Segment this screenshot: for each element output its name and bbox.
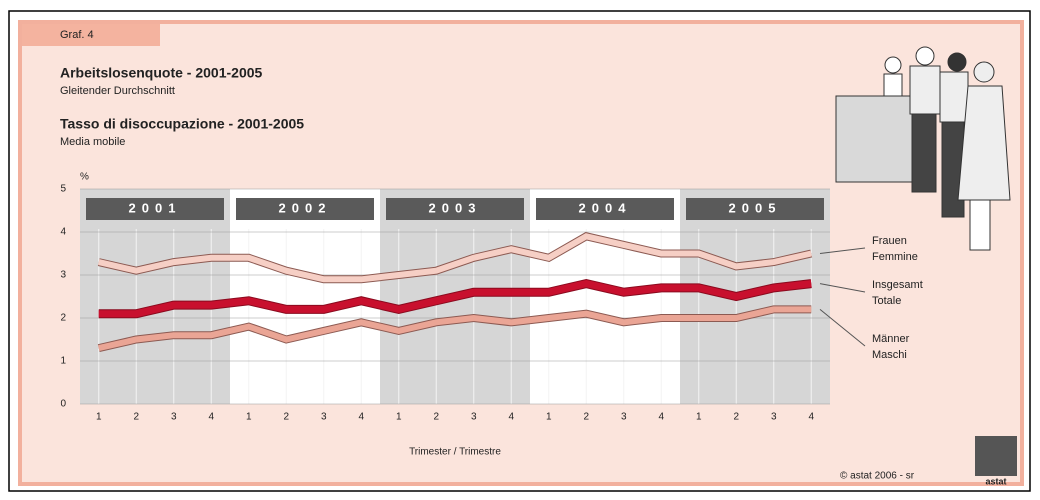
- title: Arbeitslosenquote - 2001-2005: [60, 65, 263, 81]
- x-tick-label: 4: [208, 412, 214, 423]
- x-tick-label: 1: [246, 412, 252, 423]
- legend-connector: [819, 247, 866, 254]
- year-box: [86, 198, 224, 220]
- year-label: 2005: [729, 200, 782, 215]
- legend-label-it: Maschi: [872, 349, 907, 361]
- x-tick-label: 4: [508, 412, 514, 423]
- y-tick-label: 2: [60, 313, 66, 324]
- legend-label-it: Femmine: [872, 251, 918, 263]
- x-tick-label: 3: [171, 412, 177, 423]
- legend-label: Insgesamt: [872, 279, 923, 291]
- x-tick-label: 1: [696, 412, 702, 423]
- year-box: [686, 198, 824, 220]
- y-tick-label: 3: [60, 270, 66, 281]
- subtitle: Gleitender Durchschnitt: [60, 85, 175, 97]
- x-tick-label: 1: [96, 412, 102, 423]
- year-box: [236, 198, 374, 220]
- title-it: Tasso di disoccupazione - 2001-2005: [60, 116, 304, 132]
- legend-label: Männer: [872, 333, 910, 345]
- x-tick-label: 1: [396, 412, 402, 423]
- year-box: [536, 198, 674, 220]
- y-tick-label: 0: [60, 399, 66, 410]
- year-label: 2004: [579, 200, 632, 215]
- x-tick-label: 3: [321, 412, 327, 423]
- year-band: [80, 189, 230, 404]
- illustration: [835, 46, 1011, 251]
- x-tick-label: 2: [283, 412, 289, 423]
- x-tick-label: 1: [546, 412, 552, 423]
- logo-mark: [975, 436, 1017, 476]
- x-tick-label: 4: [808, 412, 814, 423]
- year-box: [386, 198, 524, 220]
- series-line: [98, 280, 812, 318]
- x-tick-label: 2: [583, 412, 589, 423]
- x-tick-label: 3: [771, 412, 777, 423]
- legend-connector: [819, 283, 866, 293]
- legend-connector: [819, 309, 866, 347]
- credit: © astat 2006 - sr: [840, 471, 915, 482]
- x-axis-label: Trimester / Trimestre: [409, 447, 501, 458]
- x-tick-label: 4: [658, 412, 664, 423]
- subtitle-it: Media mobile: [60, 136, 125, 148]
- year-band: [230, 189, 380, 404]
- x-tick-label: 2: [433, 412, 439, 423]
- tab: [22, 24, 160, 46]
- y-tick-label: 5: [60, 184, 66, 195]
- logo: astat: [985, 476, 1006, 486]
- year-band: [530, 189, 680, 404]
- series-line: [98, 306, 812, 352]
- series-line: [98, 233, 812, 283]
- x-tick-label: 4: [358, 412, 364, 423]
- legend-label-it: Totale: [872, 295, 901, 307]
- y-tick-label: 4: [60, 227, 66, 238]
- tab-label: Graf. 4: [60, 29, 94, 41]
- x-tick-label: 3: [471, 412, 477, 423]
- x-tick-label: 2: [733, 412, 739, 423]
- x-tick-label: 3: [621, 412, 627, 423]
- year-label: 2001: [129, 200, 182, 215]
- y-unit: %: [80, 172, 89, 183]
- y-tick-label: 1: [60, 356, 66, 367]
- x-tick-label: 2: [133, 412, 139, 423]
- legend-label: Frauen: [872, 235, 907, 247]
- year-label: 2003: [429, 200, 482, 215]
- year-label: 2002: [279, 200, 332, 215]
